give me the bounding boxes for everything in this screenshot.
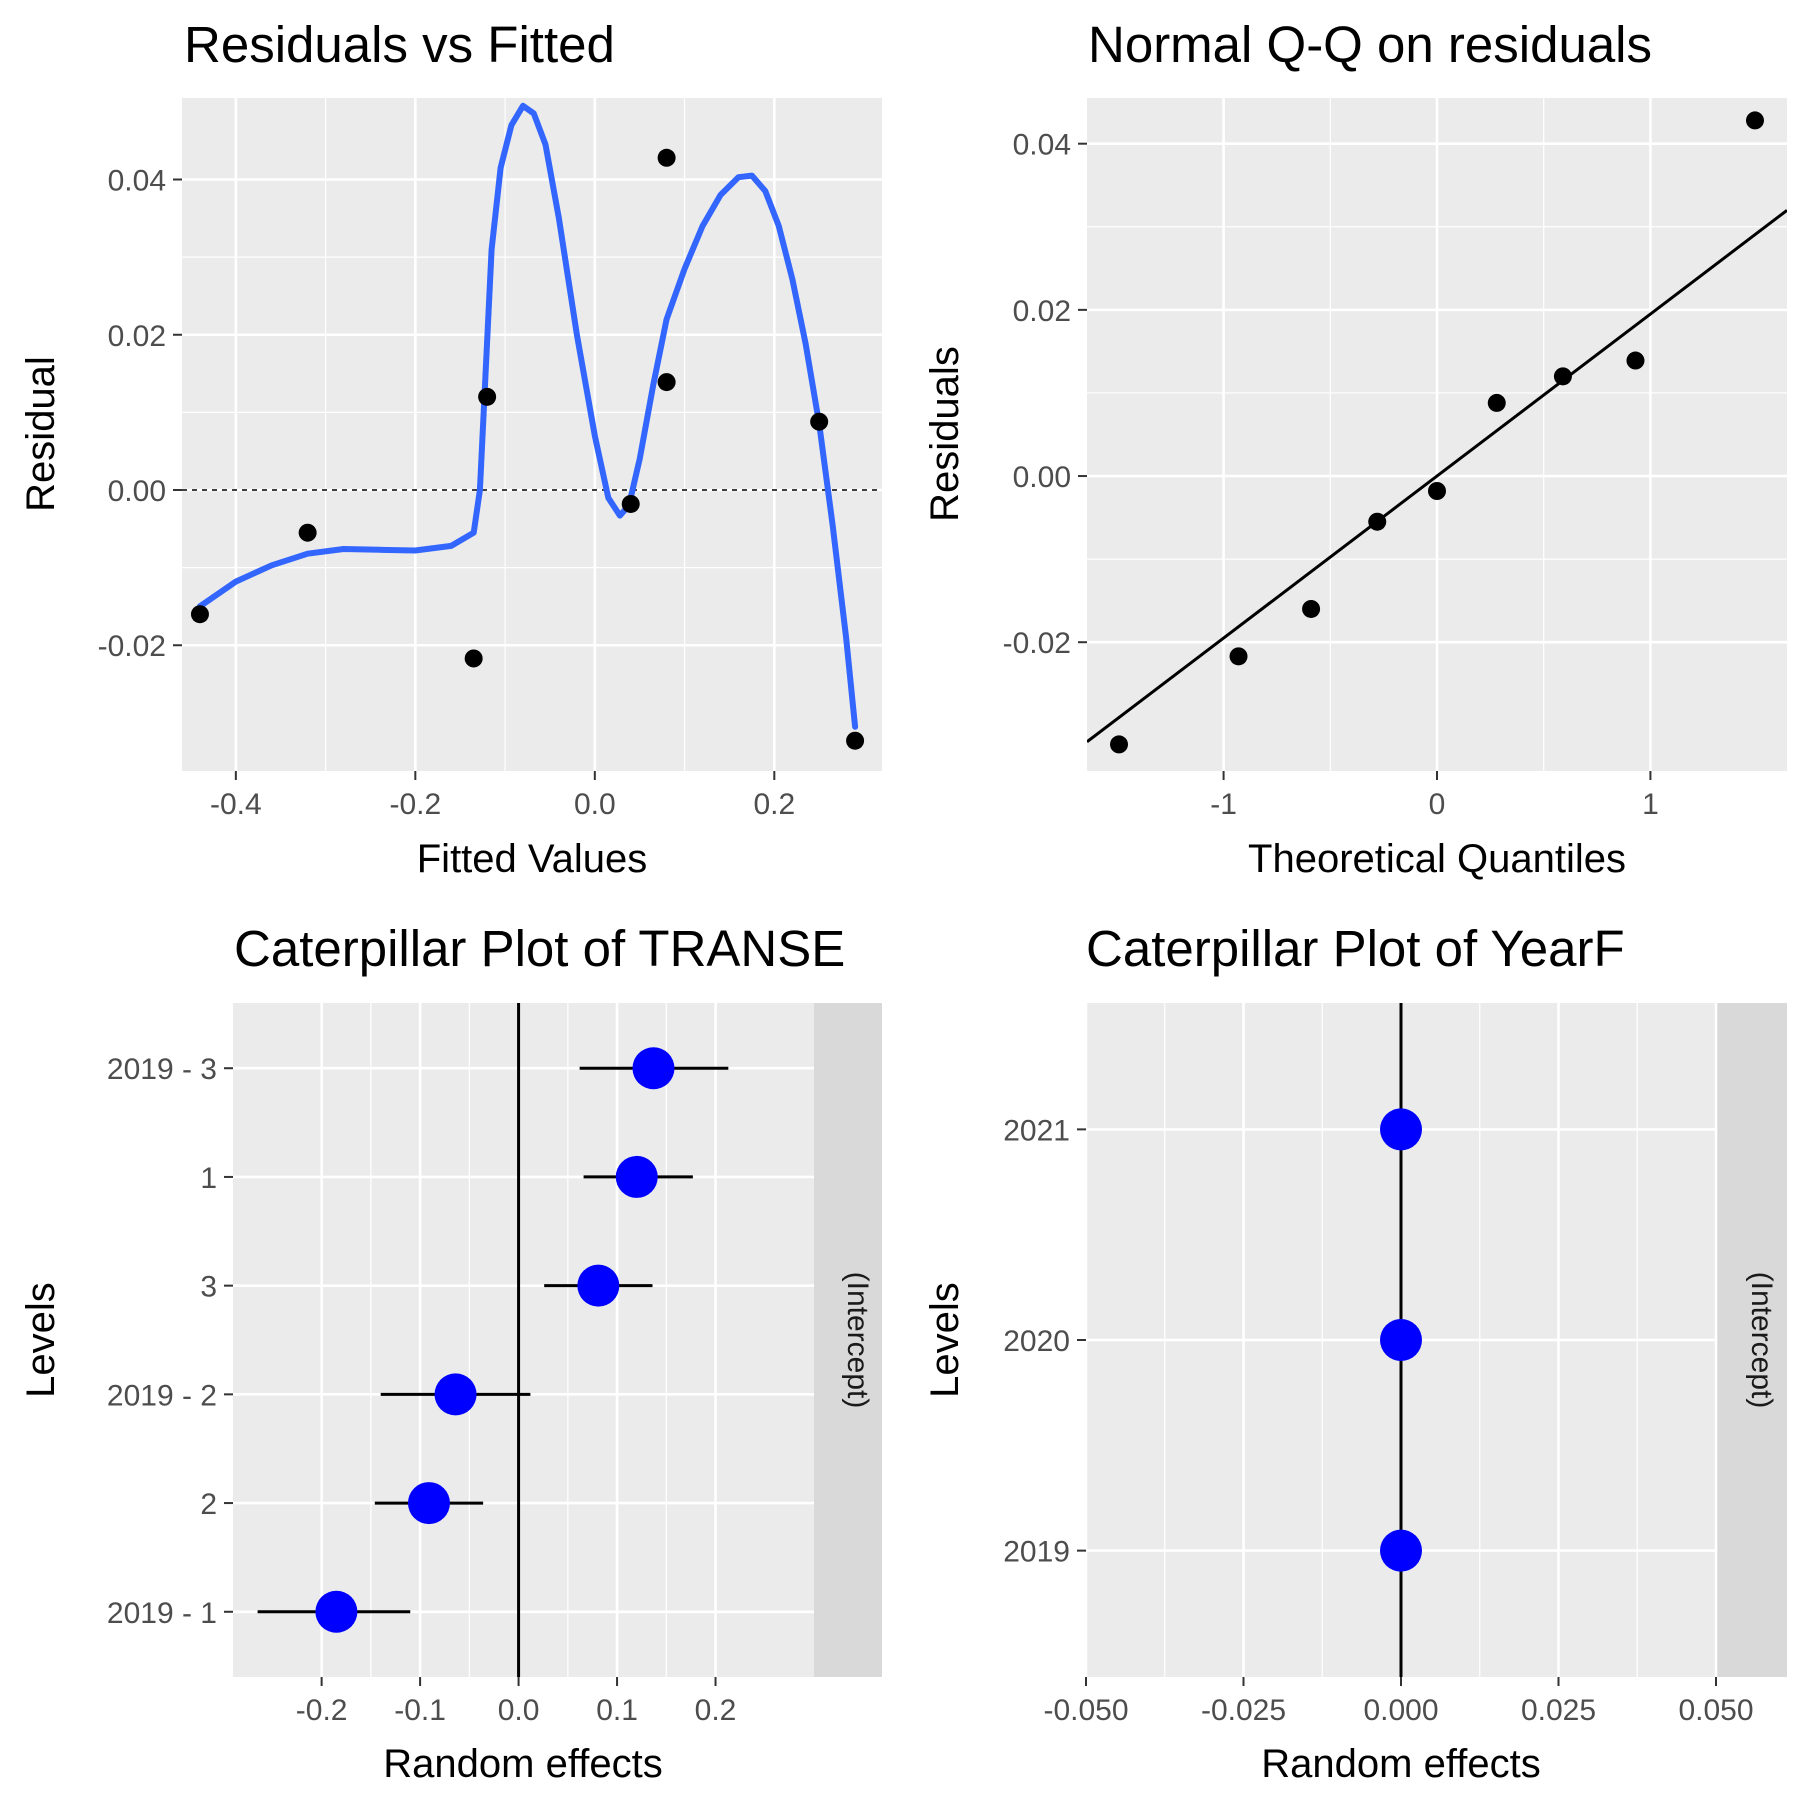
resid-x-tick-label: -0.4 bbox=[210, 788, 262, 821]
resid-point bbox=[464, 649, 483, 668]
resid-point bbox=[657, 148, 676, 167]
cat2-point bbox=[1380, 1319, 1422, 1361]
resid-point bbox=[810, 412, 829, 431]
qq-point bbox=[1368, 512, 1387, 531]
qq-point bbox=[1229, 647, 1248, 666]
cat1-point bbox=[615, 1155, 658, 1198]
cat1-y-tick-label: 1 bbox=[200, 1162, 217, 1195]
qq-point bbox=[1487, 393, 1506, 412]
resid-point bbox=[621, 494, 640, 513]
qq-data-layer bbox=[1087, 111, 1787, 754]
resid-plot-background bbox=[182, 98, 882, 771]
cat2-marks: -0.050 -0.025 0.000 0.025 0.050 2019 2020 2021 bbox=[1003, 1003, 1754, 1727]
cat1-marks: -0.2 -0.1 0.0 0.1 0.2 2019 - 1 2 2019 - 2 3 1 2019… bbox=[107, 1003, 814, 1727]
resid-y-tick-label: 0.00 bbox=[108, 475, 166, 508]
cat2-y-tick-label: 2021 bbox=[1003, 1114, 1070, 1147]
resid-title: Residuals vs Fitted bbox=[184, 16, 615, 73]
resid-point bbox=[846, 731, 865, 750]
qq-point bbox=[1626, 351, 1645, 370]
cat1-x-tick-label: 0.0 bbox=[498, 1694, 540, 1727]
qq-x-tick-label: 0 bbox=[1429, 788, 1446, 821]
qq-point bbox=[1553, 367, 1572, 386]
cat1-y-tick-label: 2019 - 1 bbox=[107, 1597, 217, 1630]
resid-x-tick-label: 0.2 bbox=[753, 788, 795, 821]
cat1-y-axis-title: Levels bbox=[19, 1282, 63, 1398]
residuals-vs-fitted-panel: Residuals vs Fitted -0.4 -0.2 0.0 0.2 -0.02 0… bbox=[19, 16, 882, 881]
cat2-title: Caterpillar Plot of YearF bbox=[1086, 920, 1625, 977]
resid-y-tick-label: 0.02 bbox=[108, 320, 166, 353]
qq-x-tick-label: 1 bbox=[1642, 788, 1659, 821]
qq-y-tick-label: 0.04 bbox=[1013, 129, 1071, 162]
cat1-point bbox=[407, 1482, 450, 1525]
qq-y-tick-label: -0.02 bbox=[1003, 627, 1071, 660]
cat1-title: Caterpillar Plot of TRANSE bbox=[234, 920, 845, 977]
cat1-x-axis-title: Random effects bbox=[383, 1742, 662, 1786]
cat1-point bbox=[315, 1590, 358, 1633]
resid-y-tick-label: 0.04 bbox=[108, 165, 166, 198]
qq-x-axis-title: Theoretical Quantiles bbox=[1248, 837, 1626, 881]
qq-point bbox=[1110, 735, 1129, 754]
cat1-strip-label: (Intercept) bbox=[841, 1272, 874, 1409]
caterpillar-yearf-panel: Caterpillar Plot of YearF (Intercept) -0… bbox=[923, 920, 1787, 1786]
resid-point bbox=[298, 523, 317, 542]
cat1-y-tick-label: 2019 - 2 bbox=[107, 1379, 217, 1412]
qq-point bbox=[1302, 599, 1321, 618]
cat2-x-tick-label: 0.050 bbox=[1678, 1694, 1753, 1727]
cat2-x-tick-label: 0.000 bbox=[1363, 1694, 1438, 1727]
resid-x-tick-label: -0.2 bbox=[389, 788, 441, 821]
qq-point bbox=[1428, 481, 1446, 500]
cat1-x-tick-label: -0.1 bbox=[394, 1694, 446, 1727]
normal-qq-panel: Normal Q-Q on residuals -1 0 1 -0.02 0.00 0.0… bbox=[923, 16, 1787, 881]
cat1-x-tick-label: 0.2 bbox=[695, 1694, 737, 1727]
cat2-y-tick-label: 2020 bbox=[1003, 1325, 1070, 1358]
resid-marks: -0.4 -0.2 0.0 0.2 -0.02 0.00 0.02 0.04 bbox=[98, 98, 882, 821]
resid-smooth-line bbox=[196, 102, 859, 730]
cat2-y-tick-label: 2019 bbox=[1003, 1536, 1070, 1569]
cat2-x-tick-label: -0.050 bbox=[1043, 1694, 1128, 1727]
resid-x-axis-title: Fitted Values bbox=[417, 837, 648, 881]
resid-y-axis-title: Residual bbox=[19, 356, 63, 512]
cat1-y-tick-label: 2019 - 3 bbox=[107, 1053, 217, 1086]
qq-title: Normal Q-Q on residuals bbox=[1088, 16, 1652, 73]
cat1-y-tick-label: 3 bbox=[200, 1271, 217, 1304]
cat2-x-tick-label: 0.025 bbox=[1521, 1694, 1596, 1727]
cat2-x-axis-title: Random effects bbox=[1261, 1742, 1540, 1786]
cat1-facet-strip bbox=[814, 1003, 882, 1677]
qq-qq-line bbox=[1087, 209, 1787, 743]
cat2-point bbox=[1380, 1529, 1422, 1572]
resid-y-tick-label: -0.02 bbox=[98, 630, 166, 663]
cat1-plot-background bbox=[233, 1003, 814, 1677]
resid-x-tick-label: 0.0 bbox=[574, 788, 616, 821]
cat1-x-tick-label: 0.1 bbox=[596, 1694, 638, 1727]
qq-x-tick-label: -1 bbox=[1210, 788, 1237, 821]
resid-point bbox=[190, 605, 209, 624]
resid-point bbox=[657, 373, 676, 392]
qq-y-axis-title: Residuals bbox=[923, 346, 967, 522]
cat2-point bbox=[1380, 1108, 1422, 1151]
resid-point bbox=[478, 387, 497, 406]
qq-marks: -1 0 1 -0.02 0.00 0.02 0.04 bbox=[1003, 98, 1787, 821]
cat1-point bbox=[632, 1047, 675, 1090]
cat2-facet-strip bbox=[1716, 1003, 1787, 1677]
caterpillar-transe-panel: Caterpillar Plot of TRANSE (Intercept) -… bbox=[19, 920, 882, 1786]
resid-data-layer bbox=[182, 102, 882, 750]
qq-y-tick-label: 0.00 bbox=[1013, 461, 1071, 494]
cat2-y-axis-title: Levels bbox=[923, 1282, 967, 1398]
cat1-point bbox=[434, 1373, 477, 1416]
cat1-y-tick-label: 2 bbox=[200, 1488, 217, 1521]
cat1-point bbox=[577, 1264, 620, 1307]
cat1-x-tick-label: -0.2 bbox=[296, 1694, 348, 1727]
qq-point bbox=[1745, 111, 1764, 130]
qq-y-tick-label: 0.02 bbox=[1013, 295, 1071, 328]
cat2-strip-label: (Intercept) bbox=[1745, 1272, 1778, 1409]
cat2-x-tick-label: -0.025 bbox=[1201, 1694, 1286, 1727]
